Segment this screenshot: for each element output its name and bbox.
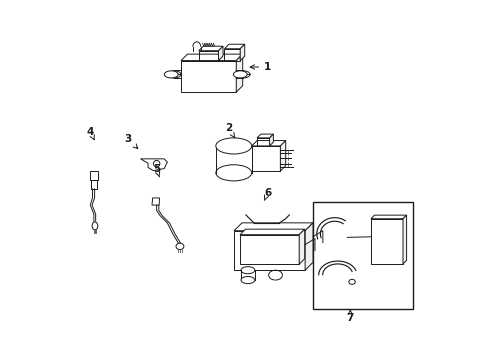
Ellipse shape (215, 165, 251, 181)
Ellipse shape (164, 71, 178, 78)
Ellipse shape (236, 71, 249, 78)
Polygon shape (240, 44, 244, 60)
Ellipse shape (241, 276, 254, 284)
Text: 4: 4 (86, 127, 94, 140)
Polygon shape (240, 229, 304, 235)
Ellipse shape (167, 71, 181, 78)
Text: 7: 7 (346, 310, 353, 323)
Polygon shape (280, 140, 285, 171)
Polygon shape (218, 46, 223, 60)
Text: 1: 1 (250, 62, 271, 72)
Ellipse shape (233, 71, 247, 78)
Polygon shape (370, 215, 406, 219)
Text: 3: 3 (124, 134, 138, 149)
Polygon shape (305, 223, 312, 270)
Polygon shape (234, 223, 312, 231)
Bar (312, 202, 412, 309)
Polygon shape (198, 46, 223, 51)
Ellipse shape (215, 138, 251, 154)
Text: 2: 2 (224, 123, 235, 138)
Polygon shape (251, 140, 285, 146)
Ellipse shape (241, 267, 254, 274)
Text: 6: 6 (264, 188, 271, 201)
Text: 5: 5 (153, 164, 160, 177)
Polygon shape (224, 44, 244, 49)
Polygon shape (269, 134, 273, 146)
Polygon shape (299, 229, 304, 264)
Polygon shape (402, 215, 406, 264)
Polygon shape (236, 54, 242, 92)
Polygon shape (257, 134, 273, 138)
Polygon shape (181, 54, 242, 60)
